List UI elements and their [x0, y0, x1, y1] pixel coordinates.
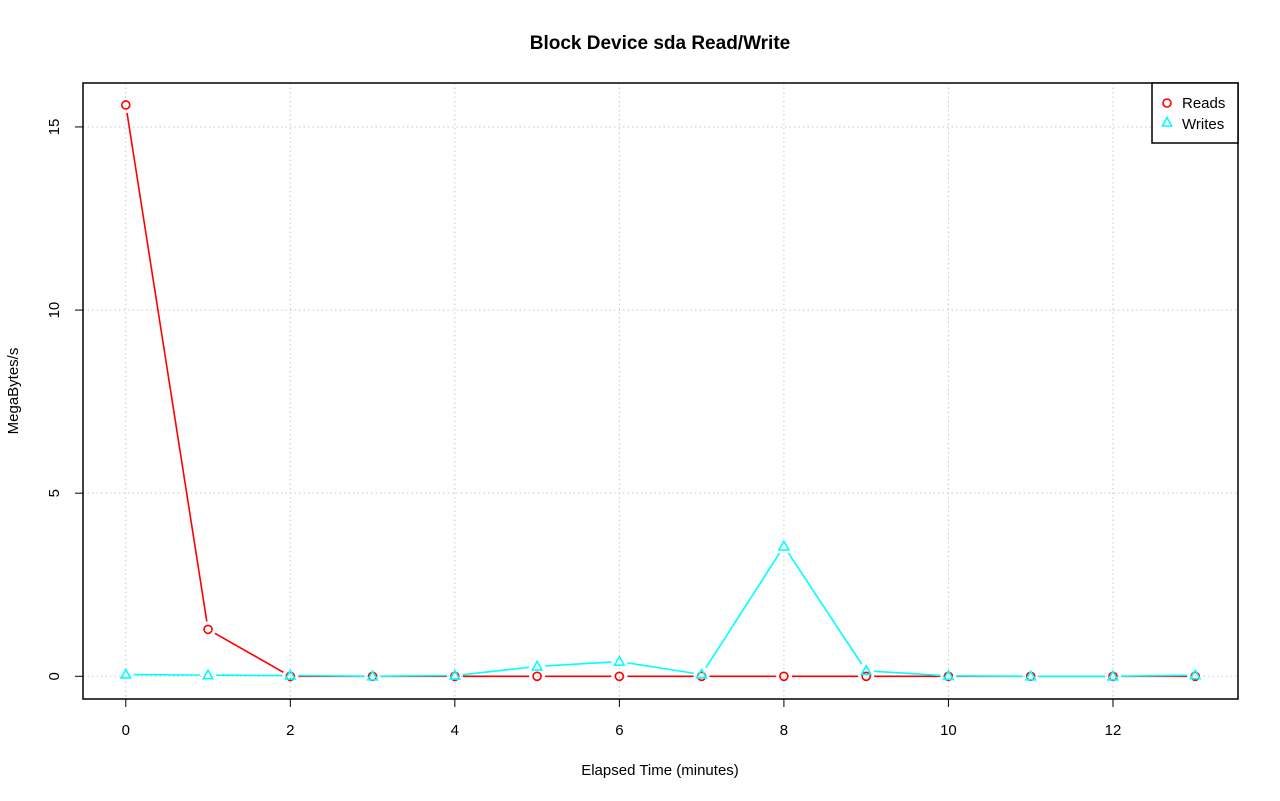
grid	[83, 83, 1238, 699]
data-point-writes	[942, 669, 955, 681]
x-axis-label: Elapsed Time (minutes)	[581, 762, 739, 779]
series-line-segment	[380, 674, 447, 678]
series-line-segment	[462, 666, 530, 676]
data-point-writes	[1106, 669, 1120, 681]
legend-writes-marker	[1161, 115, 1173, 127]
data-point-writes	[1024, 669, 1037, 681]
legend-box	[1151, 82, 1239, 144]
series-line-segment	[214, 632, 284, 674]
legend-item-reads: Reads	[1162, 95, 1225, 112]
data-point-writes	[284, 668, 297, 680]
y-tick-label: 5	[46, 489, 63, 497]
legend-reads-marker	[1162, 98, 1172, 108]
legend-writes-label: Writes	[1182, 116, 1224, 133]
y-tick-label: 15	[46, 119, 63, 136]
chart-title: Block Device sda Read/Write	[530, 33, 790, 54]
data-point-reads	[614, 671, 625, 682]
data-point-writes	[1189, 668, 1202, 680]
series-line-segment	[627, 662, 694, 675]
x-tick-label: 12	[1105, 722, 1122, 739]
x-tick-label: 0	[122, 722, 130, 739]
data-point-writes	[448, 668, 462, 680]
x-axis: 0 2 4 6 8 10 12	[122, 698, 1122, 739]
data-point-writes	[201, 668, 215, 680]
x-tick-label: 2	[286, 722, 294, 739]
x-tick-label: 10	[940, 722, 957, 739]
data-point-writes	[613, 655, 626, 666]
legend-reads-label: Reads	[1182, 95, 1225, 112]
plot-frame	[82, 82, 1239, 700]
data-point-reads	[779, 671, 789, 682]
x-tick-label: 8	[780, 722, 788, 739]
y-tick-label: 0	[46, 672, 63, 680]
series-line-segment	[1120, 674, 1188, 677]
series-line-segment	[133, 673, 201, 676]
series-line-segment	[874, 670, 941, 677]
data-point-writes	[859, 664, 873, 676]
data-point-reads	[120, 100, 131, 110]
series-writes	[119, 539, 1202, 681]
x-tick-label: 4	[451, 722, 459, 739]
series-reads	[120, 100, 1201, 682]
data-point-writes	[366, 669, 379, 681]
legend: Reads Writes	[1151, 82, 1239, 144]
x-tick-label: 6	[615, 722, 623, 739]
series-line-segment	[126, 112, 208, 622]
y-axis: 0 5 10 15	[46, 119, 84, 680]
data-point-reads	[532, 671, 542, 682]
series-line-segment	[545, 661, 612, 667]
y-tick-label: 10	[46, 302, 63, 319]
series-line-segment	[705, 552, 781, 669]
data-point-writes	[695, 667, 708, 679]
series-layer	[119, 100, 1202, 682]
data-point-writes	[777, 539, 791, 551]
data-point-writes	[530, 659, 544, 671]
data-point-reads	[861, 671, 871, 682]
series-line-segment	[787, 552, 863, 665]
data-point-writes	[119, 667, 132, 679]
y-axis-label: MegaBytes/s	[5, 348, 22, 435]
legend-item-writes: Writes	[1161, 115, 1224, 133]
series-line-segment	[298, 674, 365, 678]
data-point-reads	[203, 624, 213, 635]
